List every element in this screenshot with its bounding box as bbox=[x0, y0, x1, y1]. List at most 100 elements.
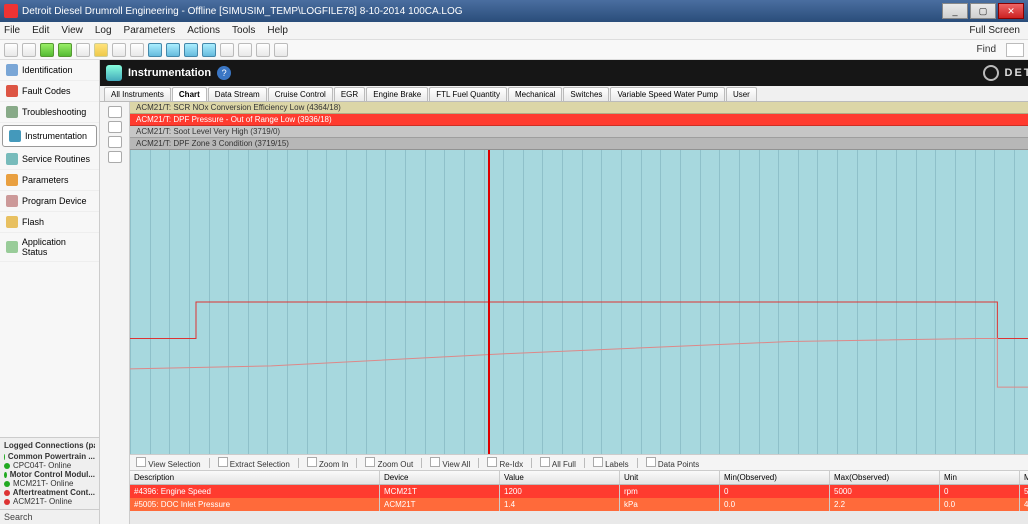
menu-actions[interactable]: Actions bbox=[187, 25, 220, 36]
tab-mechanical[interactable]: Mechanical bbox=[508, 87, 562, 101]
connections-panel: Logged Connections (paused) Common Power… bbox=[0, 437, 99, 509]
connection-row[interactable]: Motor Control Modul... bbox=[4, 470, 95, 479]
toolbar-button[interactable] bbox=[130, 43, 144, 57]
connection-row[interactable]: Common Powertrain ... bbox=[4, 452, 95, 461]
find-dropdown[interactable] bbox=[1006, 43, 1024, 57]
column-header[interactable]: Value bbox=[500, 471, 620, 484]
toolbar-forward-button[interactable] bbox=[202, 43, 216, 57]
tab-variable-speed-water-pump[interactable]: Variable Speed Water Pump bbox=[610, 87, 725, 101]
app-icon bbox=[4, 4, 18, 18]
toolbar-step-fwd-button[interactable] bbox=[184, 43, 198, 57]
fault-banner[interactable]: ACM21/T: SCR NOx Conversion Efficiency L… bbox=[130, 102, 1028, 114]
nav-label: Program Device bbox=[22, 196, 87, 206]
column-header[interactable]: Min(Observed) bbox=[720, 471, 830, 484]
connection-row[interactable]: CPC04T- Online bbox=[4, 461, 95, 470]
connection-label: CPC04T- Online bbox=[13, 461, 71, 470]
chart-tool-zoom-out[interactable]: Zoom Out bbox=[365, 457, 413, 469]
sidebar-item-application-status[interactable]: Application Status bbox=[0, 233, 99, 262]
chart-tool-all-full[interactable]: All Full bbox=[540, 457, 576, 469]
table-cell: 0 bbox=[720, 485, 830, 498]
toolbar-button[interactable] bbox=[220, 43, 234, 57]
toolbar-button[interactable] bbox=[76, 43, 90, 57]
toolbar-button[interactable] bbox=[112, 43, 126, 57]
chart-tool-extract-selection[interactable]: Extract Selection bbox=[218, 457, 290, 469]
toolbar-button[interactable] bbox=[238, 43, 252, 57]
gutter-button[interactable] bbox=[108, 121, 122, 133]
sidebar-item-fault-codes[interactable]: Fault Codes bbox=[0, 81, 99, 102]
window-maximize-button[interactable]: ▢ bbox=[970, 3, 996, 19]
sidebar-item-service-routines[interactable]: Service Routines bbox=[0, 149, 99, 170]
tab-engine-brake[interactable]: Engine Brake bbox=[366, 87, 428, 101]
menu-view[interactable]: View bbox=[61, 25, 83, 36]
tab-user[interactable]: User bbox=[726, 87, 757, 101]
tab-chart[interactable]: Chart bbox=[172, 87, 207, 101]
tab-all-instruments[interactable]: All Instruments bbox=[104, 87, 171, 101]
sidebar-item-parameters[interactable]: Parameters bbox=[0, 170, 99, 191]
chart-tool-data-points[interactable]: Data Points bbox=[646, 457, 700, 469]
column-header[interactable]: Description bbox=[130, 471, 380, 484]
toolbar-connect-button[interactable] bbox=[40, 43, 54, 57]
tool-icon bbox=[487, 457, 497, 467]
table-cell: ACM21T bbox=[380, 498, 500, 511]
tab-data-stream[interactable]: Data Stream bbox=[208, 87, 267, 101]
help-icon[interactable]: ? bbox=[217, 66, 231, 80]
toolbar-rewind-button[interactable] bbox=[148, 43, 162, 57]
sidebar-item-troubleshooting[interactable]: Troubleshooting bbox=[0, 102, 99, 123]
tool-icon bbox=[593, 457, 603, 467]
nav-icon bbox=[6, 216, 18, 228]
column-header[interactable]: Max bbox=[1020, 471, 1028, 484]
menu-edit[interactable]: Edit bbox=[32, 25, 49, 36]
column-header[interactable]: Unit bbox=[620, 471, 720, 484]
toolbar-button[interactable] bbox=[274, 43, 288, 57]
nav-label: Flash bbox=[22, 217, 44, 227]
connection-row[interactable]: MCM21T- Online bbox=[4, 479, 95, 488]
sidebar-item-flash[interactable]: Flash bbox=[0, 212, 99, 233]
menu-help[interactable]: Help bbox=[267, 25, 288, 36]
window-close-button[interactable]: ✕ bbox=[998, 3, 1024, 19]
nav-icon bbox=[6, 153, 18, 165]
table-row[interactable]: #5005: DOC Inlet PressureACM21T1.4kPa0.0… bbox=[130, 498, 1028, 511]
toolbar-button[interactable] bbox=[4, 43, 18, 57]
toolbar-button[interactable] bbox=[58, 43, 72, 57]
column-header[interactable]: Max(Observed) bbox=[830, 471, 940, 484]
gutter-button[interactable] bbox=[108, 136, 122, 148]
fault-banner[interactable]: ACM21/T: DPF Zone 3 Condition (3719/15) bbox=[130, 138, 1028, 150]
tab-ftl-fuel-quantity[interactable]: FTL Fuel Quantity bbox=[429, 87, 507, 101]
toolbar-play-button[interactable] bbox=[94, 43, 108, 57]
sidebar-item-identification[interactable]: Identification bbox=[0, 60, 99, 81]
chart-cursor[interactable] bbox=[488, 150, 490, 454]
menu-parameters[interactable]: Parameters bbox=[124, 25, 176, 36]
column-header[interactable]: Min bbox=[940, 471, 1020, 484]
chart-tool-re-idx[interactable]: Re-Idx bbox=[487, 457, 523, 469]
table-row[interactable]: #4396: Engine SpeedMCM21T1200rpm05000050… bbox=[130, 485, 1028, 498]
toolbar-step-back-button[interactable] bbox=[166, 43, 180, 57]
fault-banner[interactable]: ACM21/T: DPF Pressure - Out of Range Low… bbox=[130, 114, 1028, 126]
sidebar-item-instrumentation[interactable]: Instrumentation bbox=[2, 125, 97, 147]
menu-tools[interactable]: Tools bbox=[232, 25, 255, 36]
full-screen-button[interactable]: Full Screen bbox=[969, 25, 1020, 36]
time-series-chart[interactable] bbox=[130, 150, 1028, 454]
panel-header-bar: Instrumentation ? DETROIT bbox=[100, 60, 1028, 86]
chart-tool-view-selection[interactable]: View Selection bbox=[136, 457, 201, 469]
window-title: Detroit Diesel Drumroll Engineering - Of… bbox=[22, 6, 463, 17]
toolbar-button[interactable] bbox=[22, 43, 36, 57]
gutter-button[interactable] bbox=[108, 151, 122, 163]
chart-tool-labels[interactable]: Labels bbox=[593, 457, 629, 469]
menu-log[interactable]: Log bbox=[95, 25, 112, 36]
sidebar-item-program-device[interactable]: Program Device bbox=[0, 191, 99, 212]
search-bar[interactable]: Search bbox=[0, 509, 99, 524]
chart-tool-view-all[interactable]: View All bbox=[430, 457, 470, 469]
chart-tool-zoom-in[interactable]: Zoom In bbox=[307, 457, 349, 469]
fault-banner[interactable]: ACM21/T: Soot Level Very High (3719/0) bbox=[130, 126, 1028, 138]
column-header[interactable]: Device bbox=[380, 471, 500, 484]
connection-row[interactable]: ACM21T- Online bbox=[4, 497, 95, 506]
status-dot bbox=[4, 472, 7, 478]
toolbar-button[interactable] bbox=[256, 43, 270, 57]
menu-file[interactable]: File bbox=[4, 25, 20, 36]
window-minimize-button[interactable]: _ bbox=[942, 3, 968, 19]
connection-row[interactable]: Aftertreatment Cont... bbox=[4, 488, 95, 497]
tab-egr[interactable]: EGR bbox=[334, 87, 365, 101]
tab-cruise-control[interactable]: Cruise Control bbox=[268, 87, 333, 101]
tab-switches[interactable]: Switches bbox=[563, 87, 609, 101]
gutter-button[interactable] bbox=[108, 106, 122, 118]
